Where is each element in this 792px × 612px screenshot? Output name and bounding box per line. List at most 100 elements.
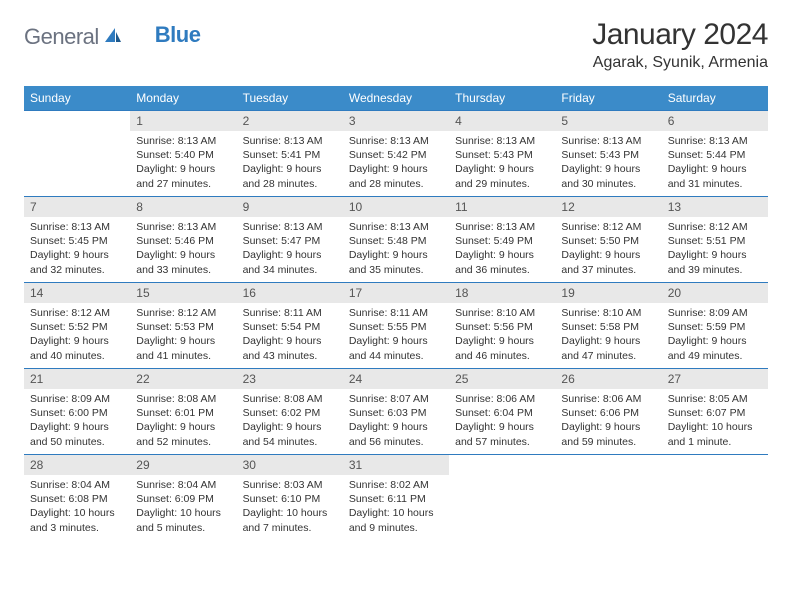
day-details: Sunrise: 8:03 AMSunset: 6:10 PMDaylight:…: [237, 475, 343, 539]
day-number: 30: [237, 455, 343, 475]
sunrise-text: Sunrise: 8:11 AM: [349, 306, 443, 320]
sunrise-text: Sunrise: 8:08 AM: [136, 392, 230, 406]
day-number: 25: [449, 369, 555, 389]
calendar-day-cell: 24Sunrise: 8:07 AMSunset: 6:03 PMDayligh…: [343, 369, 449, 455]
day-number: 15: [130, 283, 236, 303]
sunrise-text: Sunrise: 8:08 AM: [243, 392, 337, 406]
daylight-text: Daylight: 10 hours and 5 minutes.: [136, 506, 230, 534]
day-number: 3: [343, 111, 449, 131]
sunrise-text: Sunrise: 8:13 AM: [455, 220, 549, 234]
day-details: Sunrise: 8:13 AMSunset: 5:43 PMDaylight:…: [449, 131, 555, 195]
day-number: 28: [24, 455, 130, 475]
sunset-text: Sunset: 5:53 PM: [136, 320, 230, 334]
weekday-header: Sunday: [24, 86, 130, 111]
calendar-day-cell: 26Sunrise: 8:06 AMSunset: 6:06 PMDayligh…: [555, 369, 661, 455]
day-details: Sunrise: 8:06 AMSunset: 6:04 PMDaylight:…: [449, 389, 555, 453]
day-details: Sunrise: 8:11 AMSunset: 5:54 PMDaylight:…: [237, 303, 343, 367]
calendar-day-cell: 9Sunrise: 8:13 AMSunset: 5:47 PMDaylight…: [237, 197, 343, 283]
sunset-text: Sunset: 6:01 PM: [136, 406, 230, 420]
calendar-day-cell: 7Sunrise: 8:13 AMSunset: 5:45 PMDaylight…: [24, 197, 130, 283]
calendar-day-cell: 31Sunrise: 8:02 AMSunset: 6:11 PMDayligh…: [343, 455, 449, 541]
calendar-day-cell: 19Sunrise: 8:10 AMSunset: 5:58 PMDayligh…: [555, 283, 661, 369]
daylight-text: Daylight: 9 hours and 43 minutes.: [243, 334, 337, 362]
day-details: Sunrise: 8:13 AMSunset: 5:46 PMDaylight:…: [130, 217, 236, 281]
day-details: Sunrise: 8:12 AMSunset: 5:52 PMDaylight:…: [24, 303, 130, 367]
day-number: 23: [237, 369, 343, 389]
day-details: Sunrise: 8:02 AMSunset: 6:11 PMDaylight:…: [343, 475, 449, 539]
calendar-week-row: 21Sunrise: 8:09 AMSunset: 6:00 PMDayligh…: [24, 369, 768, 455]
sunset-text: Sunset: 5:54 PM: [243, 320, 337, 334]
sunset-text: Sunset: 6:06 PM: [561, 406, 655, 420]
sunset-text: Sunset: 5:58 PM: [561, 320, 655, 334]
day-details: Sunrise: 8:06 AMSunset: 6:06 PMDaylight:…: [555, 389, 661, 453]
calendar-day-cell: 6Sunrise: 8:13 AMSunset: 5:44 PMDaylight…: [662, 111, 768, 197]
day-number: 1: [130, 111, 236, 131]
day-number: 20: [662, 283, 768, 303]
daylight-text: Daylight: 9 hours and 34 minutes.: [243, 248, 337, 276]
sunrise-text: Sunrise: 8:12 AM: [561, 220, 655, 234]
day-details: Sunrise: 8:08 AMSunset: 6:02 PMDaylight:…: [237, 389, 343, 453]
day-details: Sunrise: 8:05 AMSunset: 6:07 PMDaylight:…: [662, 389, 768, 453]
logo-text-2: Blue: [155, 22, 201, 48]
sunrise-text: Sunrise: 8:13 AM: [30, 220, 124, 234]
sunrise-text: Sunrise: 8:13 AM: [349, 220, 443, 234]
daylight-text: Daylight: 9 hours and 52 minutes.: [136, 420, 230, 448]
sunrise-text: Sunrise: 8:12 AM: [30, 306, 124, 320]
sunrise-text: Sunrise: 8:12 AM: [136, 306, 230, 320]
sunset-text: Sunset: 5:43 PM: [561, 148, 655, 162]
day-details: Sunrise: 8:13 AMSunset: 5:42 PMDaylight:…: [343, 131, 449, 195]
calendar-day-cell: 12Sunrise: 8:12 AMSunset: 5:50 PMDayligh…: [555, 197, 661, 283]
daylight-text: Daylight: 9 hours and 35 minutes.: [349, 248, 443, 276]
calendar-day-cell: 11Sunrise: 8:13 AMSunset: 5:49 PMDayligh…: [449, 197, 555, 283]
day-number: 26: [555, 369, 661, 389]
sunrise-text: Sunrise: 8:04 AM: [30, 478, 124, 492]
day-details: Sunrise: 8:13 AMSunset: 5:47 PMDaylight:…: [237, 217, 343, 281]
daylight-text: Daylight: 9 hours and 40 minutes.: [30, 334, 124, 362]
sunset-text: Sunset: 5:50 PM: [561, 234, 655, 248]
sunset-text: Sunset: 6:11 PM: [349, 492, 443, 506]
day-number: 18: [449, 283, 555, 303]
sunset-text: Sunset: 5:42 PM: [349, 148, 443, 162]
calendar-week-row: 28Sunrise: 8:04 AMSunset: 6:08 PMDayligh…: [24, 455, 768, 541]
calendar-day-cell: 28Sunrise: 8:04 AMSunset: 6:08 PMDayligh…: [24, 455, 130, 541]
weekday-header: Monday: [130, 86, 236, 111]
daylight-text: Daylight: 9 hours and 32 minutes.: [30, 248, 124, 276]
sunrise-text: Sunrise: 8:13 AM: [243, 134, 337, 148]
weekday-header: Wednesday: [343, 86, 449, 111]
day-number: 29: [130, 455, 236, 475]
calendar-day-cell: 23Sunrise: 8:08 AMSunset: 6:02 PMDayligh…: [237, 369, 343, 455]
day-number: 4: [449, 111, 555, 131]
daylight-text: Daylight: 9 hours and 44 minutes.: [349, 334, 443, 362]
day-details: Sunrise: 8:08 AMSunset: 6:01 PMDaylight:…: [130, 389, 236, 453]
daylight-text: Daylight: 10 hours and 9 minutes.: [349, 506, 443, 534]
sunset-text: Sunset: 6:08 PM: [30, 492, 124, 506]
calendar-empty-cell: [555, 455, 661, 541]
day-details: Sunrise: 8:13 AMSunset: 5:43 PMDaylight:…: [555, 131, 661, 195]
daylight-text: Daylight: 9 hours and 56 minutes.: [349, 420, 443, 448]
sunrise-text: Sunrise: 8:06 AM: [561, 392, 655, 406]
calendar-day-cell: 22Sunrise: 8:08 AMSunset: 6:01 PMDayligh…: [130, 369, 236, 455]
day-details: Sunrise: 8:12 AMSunset: 5:53 PMDaylight:…: [130, 303, 236, 367]
sunrise-text: Sunrise: 8:07 AM: [349, 392, 443, 406]
sunrise-text: Sunrise: 8:13 AM: [136, 220, 230, 234]
weekday-header: Saturday: [662, 86, 768, 111]
sunrise-text: Sunrise: 8:03 AM: [243, 478, 337, 492]
sunset-text: Sunset: 5:41 PM: [243, 148, 337, 162]
sunset-text: Sunset: 5:48 PM: [349, 234, 443, 248]
day-details: Sunrise: 8:12 AMSunset: 5:50 PMDaylight:…: [555, 217, 661, 281]
daylight-text: Daylight: 9 hours and 39 minutes.: [668, 248, 762, 276]
sunset-text: Sunset: 6:04 PM: [455, 406, 549, 420]
sunrise-text: Sunrise: 8:12 AM: [668, 220, 762, 234]
month-title: January 2024: [592, 18, 768, 52]
day-number: 21: [24, 369, 130, 389]
daylight-text: Daylight: 10 hours and 3 minutes.: [30, 506, 124, 534]
daylight-text: Daylight: 9 hours and 49 minutes.: [668, 334, 762, 362]
day-details: Sunrise: 8:04 AMSunset: 6:08 PMDaylight:…: [24, 475, 130, 539]
daylight-text: Daylight: 10 hours and 1 minute.: [668, 420, 762, 448]
day-details: Sunrise: 8:09 AMSunset: 5:59 PMDaylight:…: [662, 303, 768, 367]
day-details: Sunrise: 8:09 AMSunset: 6:00 PMDaylight:…: [24, 389, 130, 453]
day-details: Sunrise: 8:13 AMSunset: 5:49 PMDaylight:…: [449, 217, 555, 281]
daylight-text: Daylight: 9 hours and 46 minutes.: [455, 334, 549, 362]
day-number: 8: [130, 197, 236, 217]
sunset-text: Sunset: 5:43 PM: [455, 148, 549, 162]
